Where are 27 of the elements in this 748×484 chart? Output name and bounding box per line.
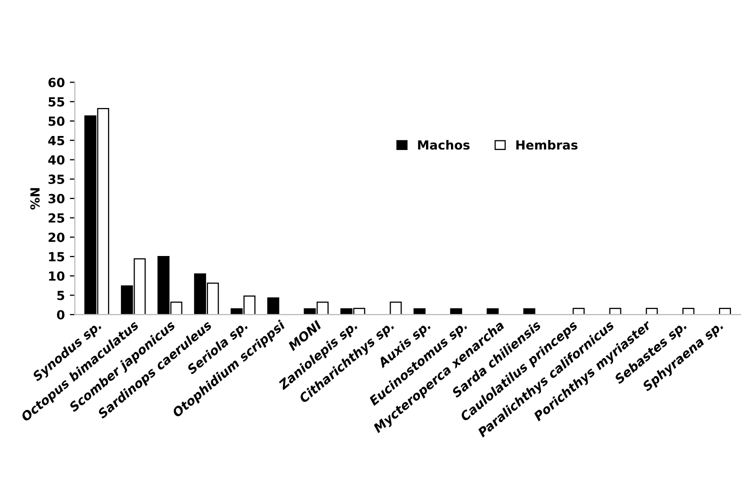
- bar: [609, 308, 622, 315]
- y-tick-label: 30: [48, 194, 64, 204]
- bar: [646, 308, 658, 315]
- y-tick-label: 10: [49, 271, 64, 281]
- y-tick-label: 35: [48, 174, 64, 184]
- bar: [486, 308, 499, 315]
- bar: [390, 302, 402, 315]
- y-tick-label: 40: [48, 155, 64, 165]
- bar: [718, 308, 731, 315]
- y-tick-label: 25: [48, 213, 64, 223]
- legend-label: Hembras: [516, 140, 578, 150]
- y-tick-label: 45: [48, 136, 64, 146]
- y-tick-label: 60: [48, 78, 64, 88]
- y-tick-label: 5: [57, 290, 64, 300]
- y-tick-label: 0: [56, 310, 64, 320]
- y-axis-title: %N: [30, 188, 40, 210]
- bar: [682, 308, 694, 315]
- bar: [523, 308, 536, 315]
- bar: [414, 308, 426, 315]
- bar: [267, 297, 280, 315]
- y-tick-label: 20: [48, 232, 64, 242]
- bar: [450, 308, 462, 315]
- bar: [572, 308, 585, 315]
- y-tick-label: 55: [48, 97, 64, 107]
- y-tick-label: 15: [49, 252, 64, 262]
- y-tick-label: 50: [48, 116, 64, 126]
- legend-label: Machos: [418, 140, 470, 150]
